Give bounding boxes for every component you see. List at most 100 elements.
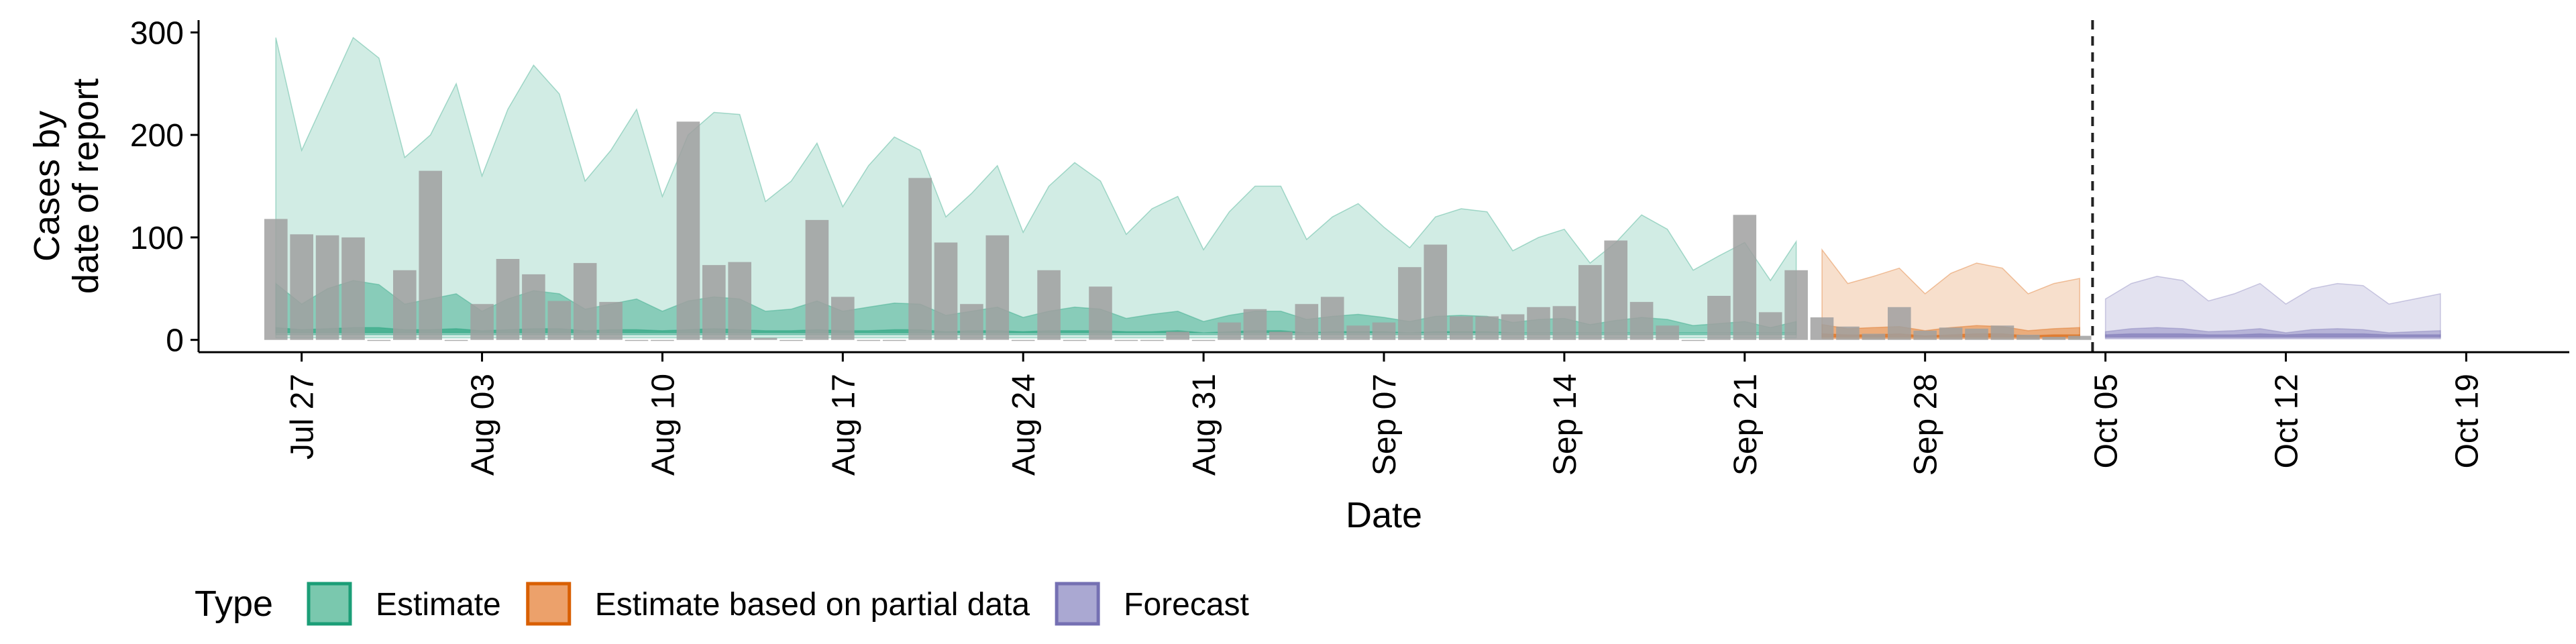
bar — [573, 263, 597, 340]
bar — [290, 234, 313, 340]
bar — [2068, 335, 2092, 340]
bar — [1888, 307, 1911, 340]
y-ticks: 0 100 200 300 — [130, 15, 199, 359]
axes: 0 100 200 300 Jul 27 Aug 03 Aug 10 Aug 17 Aug 2… — [130, 15, 2569, 476]
series-2-band-0 — [2104, 276, 2441, 339]
legend-key-0 — [307, 582, 352, 626]
x-tick-label: Aug 17 — [826, 374, 861, 476]
bar — [1990, 325, 2015, 340]
bar — [2017, 335, 2040, 340]
x-tick-label: Oct 05 — [2089, 374, 2125, 468]
bar — [1218, 322, 1241, 340]
bar — [728, 262, 751, 340]
bar — [985, 235, 1010, 340]
x-ticks: Jul 27 Aug 03 Aug 10 Aug 17 Aug 24 Aug 31 Sep … — [285, 352, 2485, 476]
bar — [341, 237, 365, 340]
bar — [1037, 270, 1061, 340]
bar — [547, 301, 572, 340]
bar — [676, 121, 700, 340]
bar — [1862, 333, 1886, 340]
bar — [1656, 325, 1679, 340]
bar — [264, 219, 288, 340]
y-tick-label: 100 — [130, 221, 184, 256]
y-tick-label: 300 — [130, 15, 184, 51]
legend-label-1: Estimate based on partial data — [595, 587, 1030, 623]
bar — [599, 302, 623, 340]
bar — [315, 235, 339, 340]
bar — [1191, 339, 1216, 341]
bar — [1552, 306, 1576, 340]
bar — [882, 339, 906, 341]
series-0-band-2 — [275, 327, 1796, 333]
bar — [805, 219, 829, 340]
bar — [496, 259, 520, 340]
x-tick-label: Aug 24 — [1006, 374, 1042, 476]
series-1-band-0 — [1821, 248, 2080, 339]
x-axis-label: Date — [1346, 495, 1422, 535]
bar — [1733, 215, 1757, 340]
bar — [1604, 240, 1627, 340]
series-1 — [1821, 248, 2080, 339]
bar — [1527, 307, 1550, 340]
bar — [934, 242, 958, 340]
bar — [753, 337, 777, 340]
series-2-band-2 — [2104, 333, 2441, 337]
bar — [1063, 339, 1087, 341]
bar — [1320, 297, 1344, 340]
x-tick-label: Aug 03 — [466, 374, 501, 476]
bar — [1114, 339, 1138, 341]
bar — [1089, 286, 1112, 340]
bar — [960, 304, 983, 340]
bar — [702, 265, 726, 340]
bar — [1707, 296, 1731, 340]
legend: Type Estimate Estimate based on partial d… — [195, 582, 1249, 626]
bar — [1681, 339, 1705, 341]
bar — [780, 339, 803, 341]
bar — [1269, 331, 1293, 340]
bar — [1346, 325, 1370, 340]
bar — [1450, 316, 1473, 340]
bar — [1372, 322, 1396, 340]
bar — [1475, 316, 1499, 340]
legend-key-1 — [526, 582, 572, 626]
bar — [1501, 314, 1525, 340]
y-axis-label-line-1: Cases by — [27, 111, 67, 262]
bar — [367, 339, 391, 341]
bar — [2042, 337, 2066, 340]
bar-layer — [264, 121, 2092, 341]
bar — [1295, 304, 1319, 340]
y-tick-label: 0 — [166, 323, 184, 359]
legend-title: Type — [195, 584, 273, 624]
legend-label-0: Estimate — [376, 587, 501, 623]
bar — [1836, 326, 1860, 340]
x-tick-label: Jul 27 — [285, 374, 321, 460]
bar — [1166, 331, 1189, 340]
legend-key-2 — [1055, 582, 1100, 626]
x-tick-label: Oct 12 — [2269, 374, 2304, 468]
x-tick-label: Sep 28 — [1909, 374, 1944, 476]
x-tick-label: Sep 07 — [1367, 374, 1403, 476]
bar — [1140, 339, 1164, 341]
bar — [857, 339, 881, 341]
bar — [1965, 328, 1988, 340]
y-tick-label: 200 — [130, 118, 184, 154]
bar — [1913, 330, 1937, 340]
bar — [1578, 265, 1602, 340]
bar — [1758, 312, 1782, 340]
bar — [1629, 302, 1654, 340]
y-axis-label-line-2: date of report — [66, 78, 106, 294]
bar — [1424, 244, 1448, 340]
bar — [625, 339, 649, 341]
x-tick-label: Sep 14 — [1548, 374, 1583, 476]
bar — [1243, 309, 1267, 340]
bar — [1011, 339, 1035, 341]
bar — [908, 178, 932, 340]
ribbon-layer — [275, 36, 2441, 339]
bar — [470, 304, 494, 340]
bar — [831, 297, 855, 340]
bar — [444, 339, 468, 341]
legend-label-2: Forecast — [1124, 587, 1249, 623]
x-tick-label: Sep 21 — [1728, 374, 1764, 476]
x-tick-label: Oct 19 — [2449, 374, 2485, 468]
